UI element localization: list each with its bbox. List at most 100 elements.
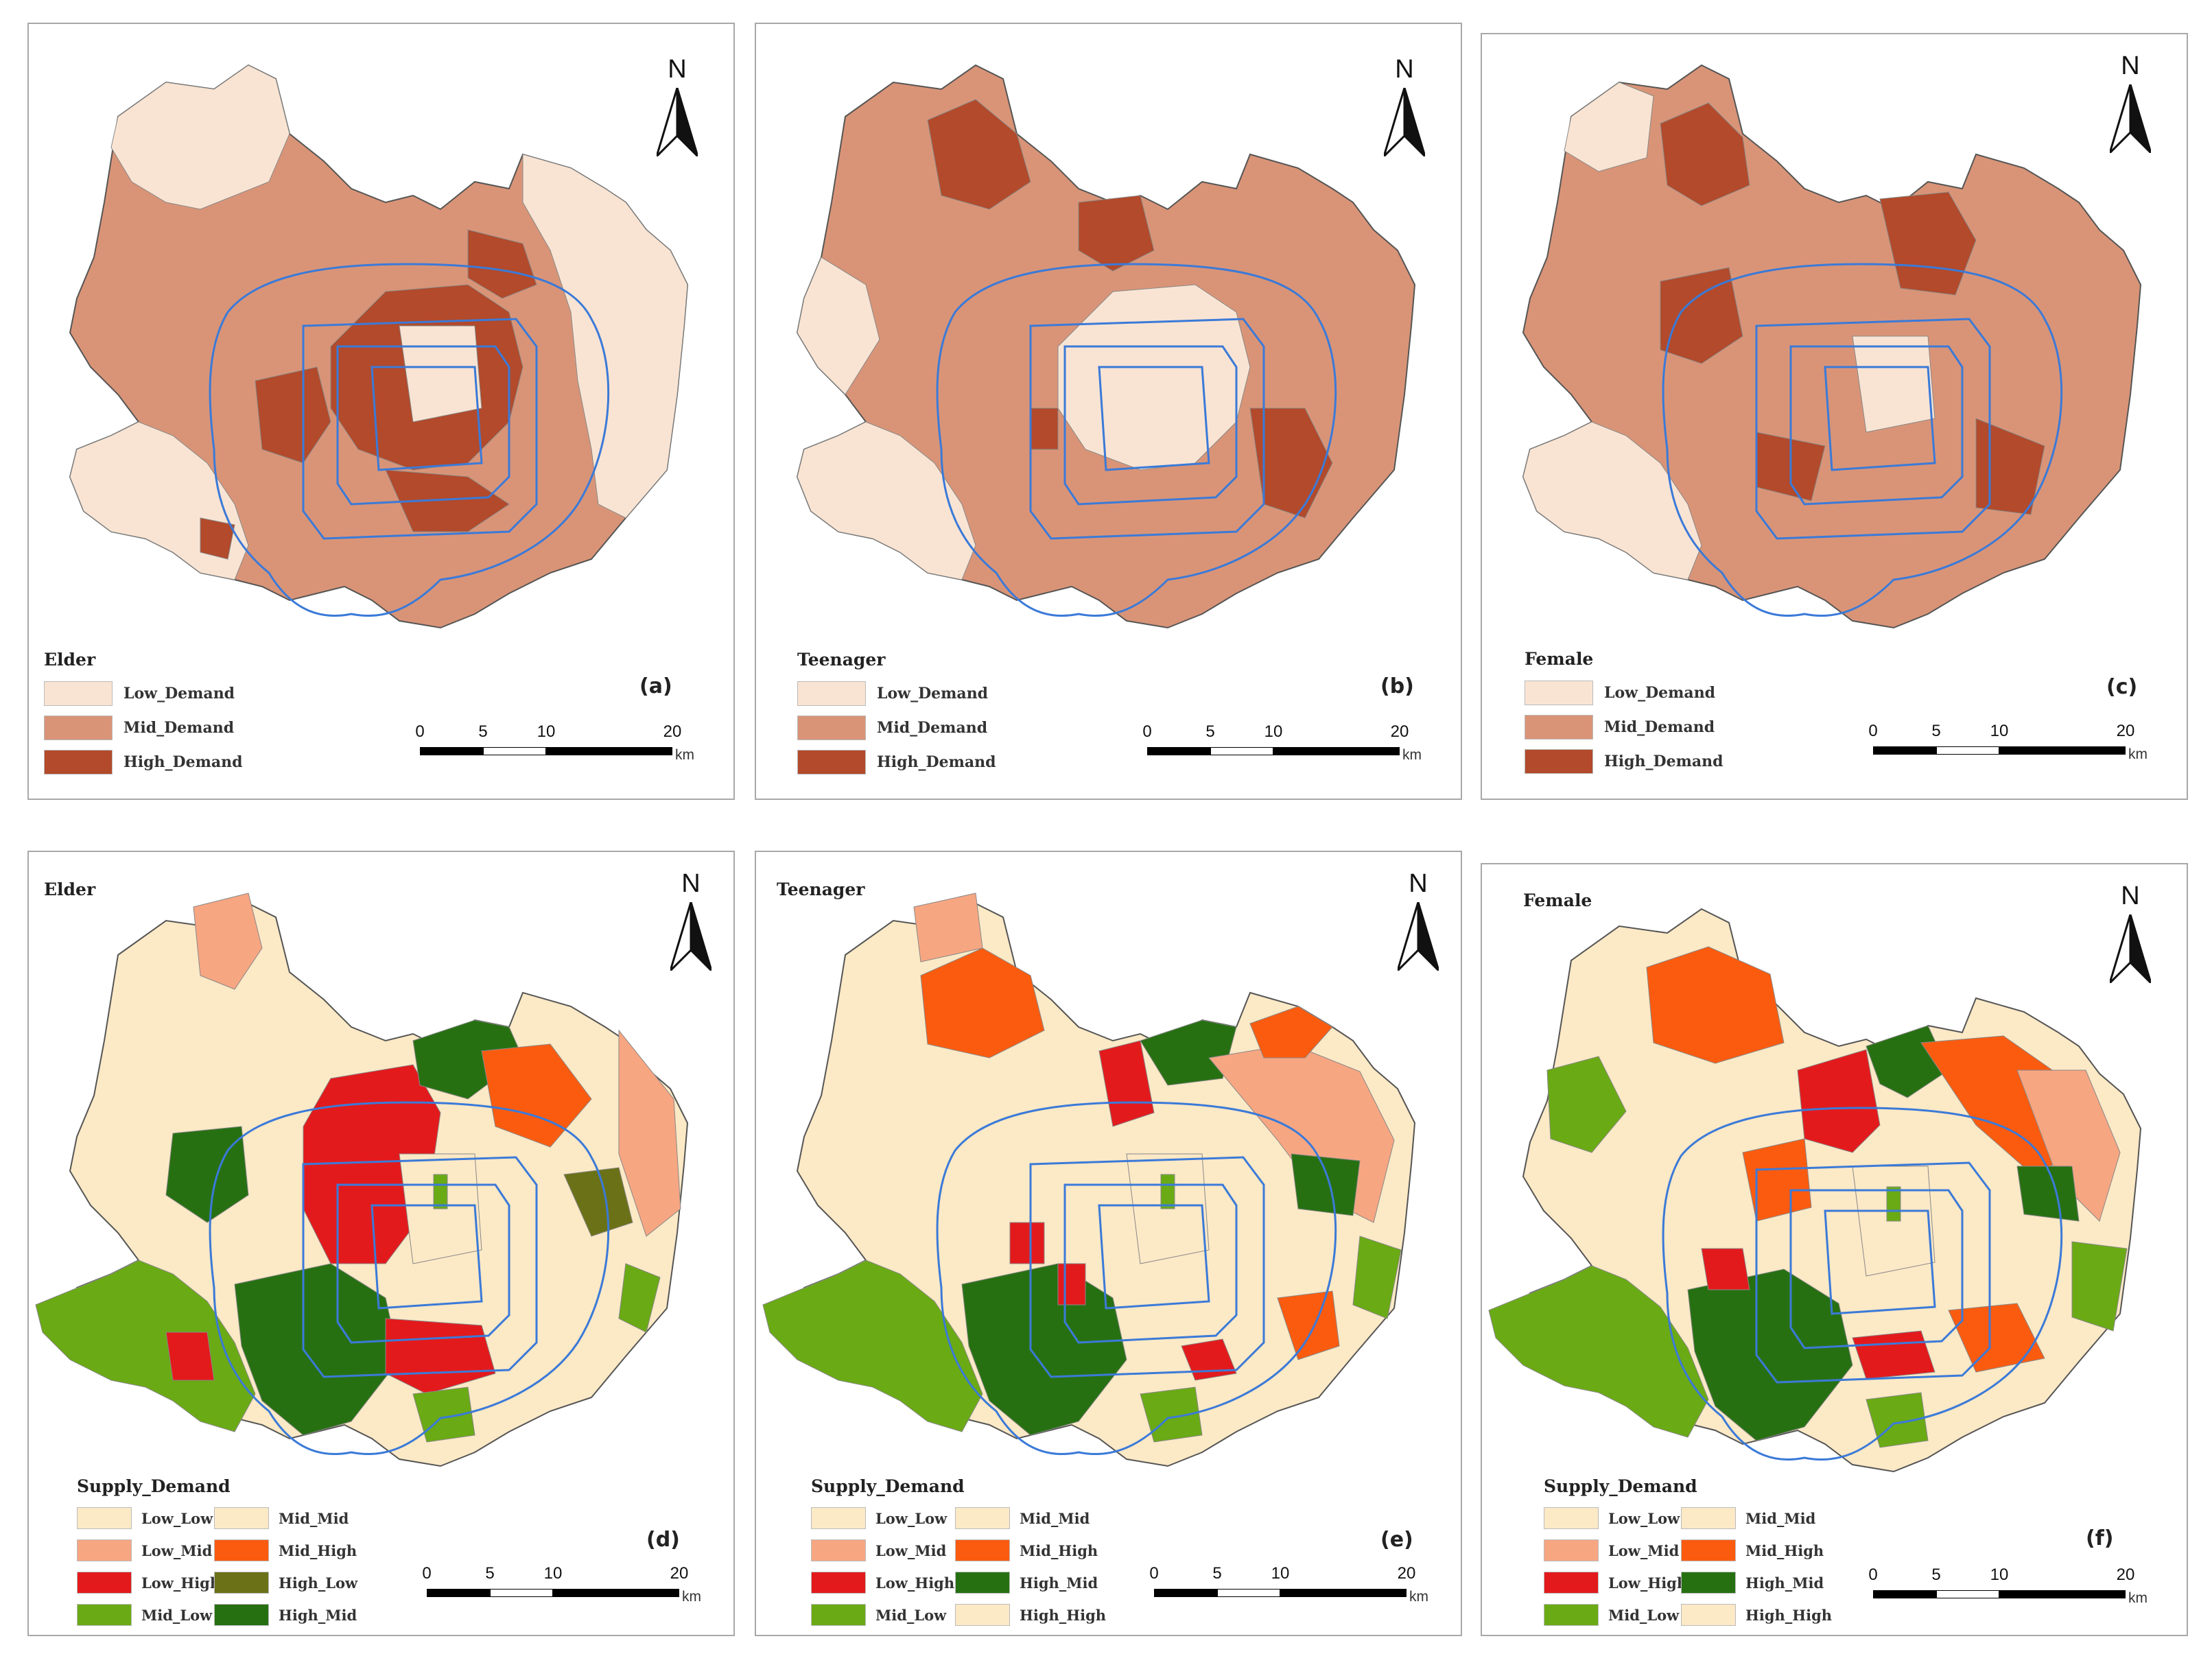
legend-item-mid-mid: Mid_Mid: [955, 1507, 1090, 1529]
district-shapes: [762, 893, 1416, 1467]
legend-swatch: [214, 1507, 269, 1529]
legend-swatch: [214, 1539, 269, 1561]
legend-label: Low_Low: [1608, 1509, 1680, 1527]
scale-segment: [427, 1589, 490, 1597]
north-letter: N: [2121, 882, 2140, 910]
scale-segment: [546, 747, 672, 755]
panel-label: (c): [2106, 675, 2138, 699]
legend-label: High_Low: [279, 1574, 358, 1592]
legend-title: Female: [1525, 649, 1594, 669]
north-arrow-b: N: [1380, 55, 1428, 158]
north-letter: N: [681, 869, 701, 898]
panel-label: (f): [2086, 1526, 2114, 1550]
scale-tick: 5: [1931, 722, 1941, 740]
scale-unit: km: [2128, 1590, 2148, 1606]
scale-segment: [1873, 1590, 1936, 1598]
legend-swatch: [811, 1507, 866, 1529]
scale-bar: 0 5 10 20 km: [406, 722, 708, 764]
legend-label: Low_High: [875, 1574, 955, 1592]
scale-bar: 0 5 10 20 km: [1859, 1566, 2161, 1607]
scale-unit: km: [1402, 747, 1422, 763]
legend-item-mid-high: Mid_High: [214, 1539, 357, 1561]
legend-item-high-demand: High_Demand: [1525, 749, 1723, 774]
legend-swatch: [811, 1539, 866, 1561]
legend-swatch: [797, 750, 866, 775]
legend-label: Low_Low: [141, 1509, 213, 1527]
legend-item-mid-demand: Mid_Demand: [1525, 715, 1715, 740]
scale-segment: [1999, 746, 2126, 755]
legend-item-low-demand: Low_Demand: [797, 681, 988, 706]
scale-tick: 5: [1212, 1564, 1222, 1583]
north-letter: N: [1395, 55, 1414, 84]
legend-swatch: [1544, 1507, 1599, 1529]
scale-unit: km: [1409, 1589, 1428, 1605]
scale-tick: 10: [1271, 1564, 1290, 1583]
scale-tick: 10: [537, 722, 556, 741]
legend-title: Supply_Demand: [1544, 1476, 1697, 1496]
ring-roads: [209, 1101, 610, 1456]
scale-bar: 0 5 10 20 km: [1133, 722, 1435, 764]
scale-tick: 0: [1142, 722, 1152, 741]
panel-title: Female: [1523, 890, 1592, 910]
legend-label: Mid_High: [279, 1541, 357, 1559]
legend-item-mid-demand: Mid_Demand: [797, 716, 987, 740]
demand-map-c: [1522, 64, 2142, 629]
legend-swatch: [44, 716, 113, 740]
scale-unit: km: [675, 747, 694, 763]
north-arrow-icon: [2110, 84, 2151, 153]
legend-label: Mid_Mid: [1020, 1509, 1090, 1527]
ring-roads: [936, 1101, 1337, 1456]
district-shapes: [1488, 908, 2142, 1473]
scale-segment: [490, 1589, 553, 1597]
legend-label: High_Demand: [123, 753, 243, 771]
legend-label: Mid_Mid: [279, 1509, 349, 1527]
legend-swatch: [955, 1572, 1010, 1594]
scale-segment: [483, 747, 546, 755]
legend-item-mid-low: Mid_Low: [1544, 1604, 1679, 1626]
legend-label: Low_High: [1608, 1574, 1688, 1592]
north-letter: N: [1409, 869, 1428, 898]
legend-label: Low_Low: [875, 1509, 948, 1527]
legend-swatch: [811, 1572, 866, 1594]
legend-swatch: [1525, 715, 1593, 740]
scale-tick: 20: [663, 722, 682, 741]
legend-swatch: [811, 1604, 866, 1626]
legend-item-mid-low: Mid_Low: [77, 1604, 212, 1626]
map-panel-b: N Teenager Low_Demand Mid_Demand High_De…: [755, 23, 1462, 800]
legend-item-high-mid: High_Mid: [214, 1604, 357, 1626]
scale-segment: [1273, 747, 1400, 755]
legend-label: Mid_Demand: [877, 719, 988, 737]
scale-segment: [1217, 1589, 1280, 1597]
legend-swatch: [1681, 1507, 1736, 1529]
legend-item-low-mid: Low_Mid: [77, 1539, 212, 1561]
scale-bar: 0 5 10 20 km: [1140, 1564, 1442, 1605]
supply-demand-map-f: [1488, 908, 2142, 1473]
legend-swatch: [44, 750, 113, 775]
panel-label: (e): [1380, 1528, 1413, 1552]
legend-swatch: [77, 1604, 132, 1626]
map-panel-d: Elder N Supply_Demand Low_Low Low_Mid Lo…: [27, 851, 735, 1636]
scale-tick: 20: [2116, 722, 2135, 740]
legend-label: High_High: [1745, 1606, 1833, 1624]
legend-label: Mid_Low: [141, 1606, 213, 1624]
legend-item-high-demand: High_Demand: [44, 750, 243, 775]
scale-tick: 0: [1868, 1566, 1878, 1584]
legend-label: Mid_High: [1020, 1541, 1098, 1559]
legend-title: Teenager: [797, 650, 886, 670]
legend-swatch: [955, 1507, 1010, 1529]
scale-tick: 5: [485, 1564, 495, 1583]
scale-tick: 10: [1264, 722, 1283, 741]
legend-label: Low_Mid: [1608, 1541, 1680, 1559]
legend-item-low-mid: Low_Mid: [811, 1539, 946, 1561]
legend-item-high-mid: High_Mid: [955, 1572, 1098, 1594]
north-letter: N: [2121, 51, 2140, 80]
north-arrow-icon: [1398, 902, 1439, 971]
legend-label: Mid_Low: [1608, 1606, 1680, 1624]
legend-item-mid-mid: Mid_Mid: [214, 1507, 349, 1529]
north-arrow-icon: [657, 88, 698, 156]
legend-item-mid-low: Mid_Low: [811, 1604, 946, 1626]
legend-swatch: [1544, 1539, 1599, 1561]
scale-tick: 10: [1990, 722, 2009, 740]
legend-item-low-low: Low_Low: [811, 1507, 947, 1529]
legend-swatch: [1525, 681, 1593, 705]
